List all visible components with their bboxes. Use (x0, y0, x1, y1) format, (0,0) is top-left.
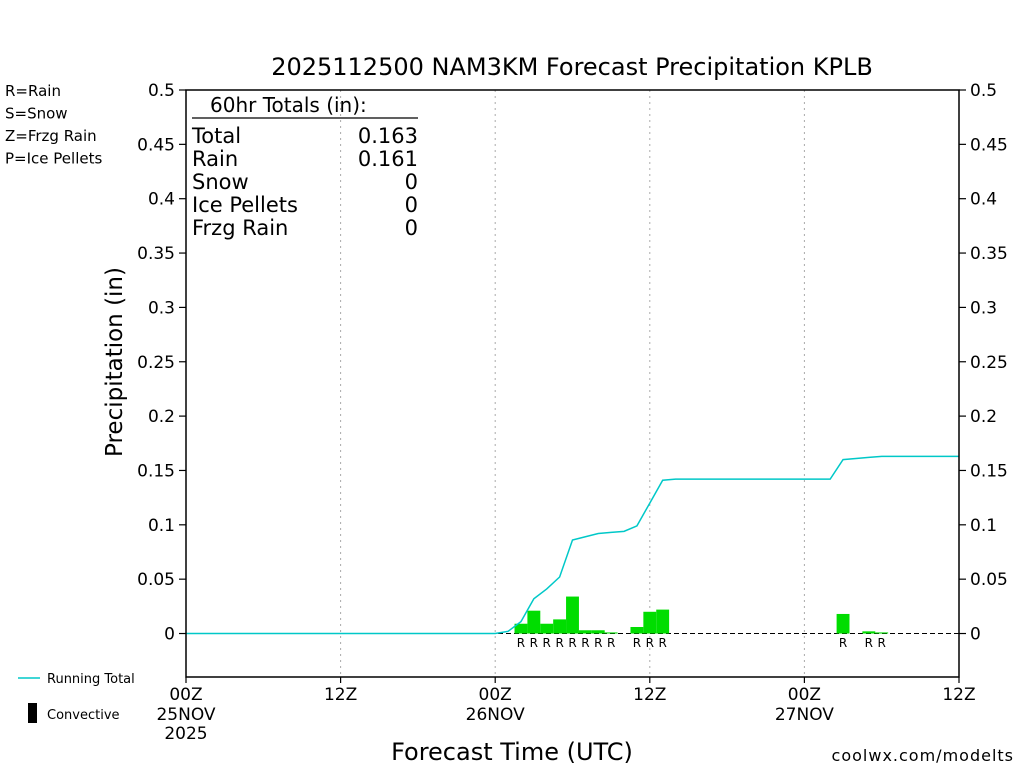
totals-row-label: Frzg Rain (192, 216, 288, 240)
totals-header: 60hr Totals (in): (210, 93, 367, 117)
precip-bar (643, 611, 657, 634)
totals-row-label: Total (191, 124, 241, 148)
plot-frame (185, 89, 960, 678)
precip-bar (875, 632, 889, 634)
y-tick-label-right: 0 (970, 625, 981, 645)
y-tick-label-left: 0.45 (137, 135, 175, 155)
y-tick-label-left: 0.3 (148, 298, 175, 318)
precip-bar (578, 630, 592, 634)
y-tick-label-right: 0.05 (970, 570, 1008, 590)
y-tick-label-right: 0.2 (970, 407, 997, 427)
vertical-gridlines (340, 90, 805, 677)
bottom-legend: Running Total Convective (18, 672, 135, 723)
running-total-legend-label: Running Total (47, 672, 135, 687)
y-tick-label-right: 0.1 (970, 516, 997, 536)
x-axis-label: Forecast Time (UTC) (391, 738, 633, 766)
x-tick-label: 12Z (324, 685, 357, 705)
ptype-legend-item: P=Ice Pellets (5, 150, 102, 168)
y-axis-label: Precipitation (in) (102, 267, 128, 457)
x-tick-year: 2025 (164, 724, 207, 744)
y-axis-left: 0 0.05 0.1 0.15 0.2 0.25 0.3 0.35 0.4 0.45 0.5 (137, 81, 186, 645)
ptype-marker: R (594, 636, 602, 650)
ptype-legend-item: R=Rain (5, 82, 61, 100)
totals-row-label: Rain (192, 147, 238, 171)
precip-bar (540, 623, 554, 634)
x-tick-date: 27NOV (775, 705, 834, 725)
totals-row-value: 0 (405, 216, 418, 240)
precip-bar (566, 596, 579, 634)
precip-bar (604, 632, 618, 634)
totals-row-label: Snow (192, 170, 249, 194)
totals-row-value: 0.163 (358, 124, 418, 148)
ptype-marker: R (839, 636, 847, 650)
precip-bar (862, 631, 876, 634)
chart-title: 2025112500 NAM3KM Forecast Precipitation… (271, 53, 873, 81)
y-tick-label-right: 0.25 (970, 353, 1008, 373)
y-tick-label-left: 0.5 (148, 81, 175, 101)
x-tick-date: 25NOV (156, 705, 215, 725)
y-tick-label-right: 0.4 (970, 190, 997, 210)
ptype-marker: R (633, 636, 641, 650)
ptype-marker: R (607, 636, 615, 650)
x-tick-date: 26NOV (466, 705, 525, 725)
precip-bar (527, 610, 541, 634)
precip-bar (836, 613, 850, 634)
convective-legend-swatch (28, 703, 37, 723)
totals-row-value: 0 (405, 193, 418, 217)
y-tick-label-right: 0.5 (970, 81, 997, 101)
ptype-marker: R (865, 636, 873, 650)
x-tick-label: 12Z (942, 685, 975, 705)
totals-row-label: Ice Pellets (192, 193, 298, 217)
ptype-legend: R=Rain S=Snow Z=Frzg Rain P=Ice Pellets (5, 82, 102, 168)
x-tick-label: 00Z (788, 685, 821, 705)
y-tick-label-left: 0.05 (137, 570, 175, 590)
y-tick-label-left: 0 (164, 625, 175, 645)
precip-bars (514, 596, 889, 634)
y-tick-label-left: 0.4 (148, 190, 175, 210)
precip-bar (630, 626, 644, 634)
ptype-marker: R (646, 636, 654, 650)
convective-legend-label: Convective (47, 708, 120, 723)
totals-box: 60hr Totals (in): Total 0.163 Rain 0.161 Sno… (191, 93, 418, 240)
y-tick-label-right: 0.3 (970, 298, 997, 318)
ptype-legend-item: Z=Frzg Rain (5, 127, 97, 145)
totals-row-value: 0 (405, 170, 418, 194)
y-tick-label-left: 0.2 (148, 407, 175, 427)
ptype-marker: R (543, 636, 551, 650)
y-tick-label-left: 0.1 (148, 516, 175, 536)
y-axis-right: 0 0.05 0.1 0.15 0.2 0.25 0.3 0.35 0.4 0.45 0.5 (959, 81, 1008, 645)
y-tick-label-left: 0.35 (137, 244, 175, 264)
ptype-marker: R (878, 636, 886, 650)
precip-bar (553, 619, 567, 634)
precip-bar (591, 630, 605, 634)
ptype-marker: R (581, 636, 589, 650)
x-tick-label: 00Z (479, 685, 512, 705)
ptype-legend-item: S=Snow (5, 105, 68, 123)
totals-row-value: 0.161 (358, 147, 418, 171)
precip-bar (514, 623, 528, 634)
ptype-marker: R (530, 636, 538, 650)
x-tick-label: 00Z (169, 685, 202, 705)
ptype-marker: R (659, 636, 667, 650)
running-total-line (186, 455, 959, 635)
y-tick-label-left: 0.25 (137, 353, 175, 373)
x-tick-label: 12Z (633, 685, 666, 705)
ptype-marker: R (517, 636, 525, 650)
y-tick-label-right: 0.15 (970, 461, 1008, 481)
y-tick-label-right: 0.45 (970, 135, 1008, 155)
ptype-marker: R (555, 636, 563, 650)
credit-text: coolwx.com/modelts (832, 746, 1014, 765)
precip-bar (656, 609, 670, 634)
y-tick-label-right: 0.35 (970, 244, 1008, 264)
ptype-marker: R (568, 636, 576, 650)
y-tick-label-left: 0.15 (137, 461, 175, 481)
